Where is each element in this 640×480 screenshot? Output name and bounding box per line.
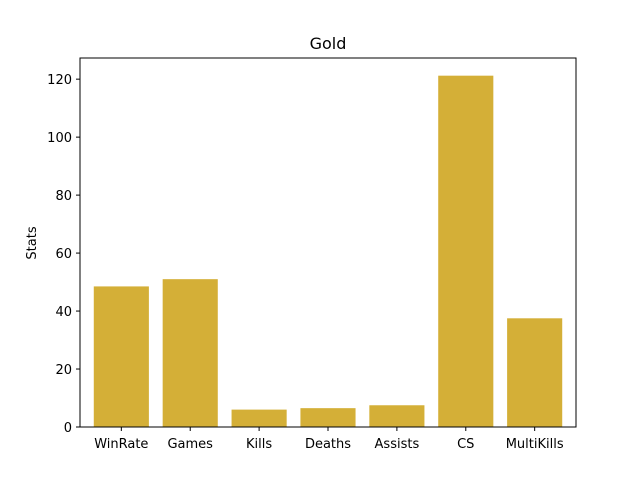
- y-ticks-group: 0 20 40 60 80 100 120: [47, 73, 80, 436]
- x-tick-label: Games: [167, 437, 213, 452]
- bar-winrate: [93, 286, 149, 427]
- chart-title: Gold: [310, 34, 347, 53]
- y-tick-label: 100: [47, 131, 72, 146]
- x-tick-label: MultiKills: [506, 437, 564, 452]
- bar-deaths: [300, 408, 356, 427]
- x-tick-label: Kills: [246, 437, 272, 452]
- y-tick-label: 40: [55, 305, 72, 320]
- y-tick-label: 0: [64, 421, 72, 436]
- y-tick-label: 120: [47, 73, 72, 88]
- y-tick-label: 80: [55, 189, 72, 204]
- bar-assists: [369, 405, 425, 427]
- x-tick-label: WinRate: [94, 437, 148, 452]
- y-axis-label: Stats: [25, 226, 40, 259]
- bars-group: [93, 75, 563, 428]
- bar-multikills: [507, 318, 563, 427]
- y-tick-label: 20: [55, 363, 72, 378]
- x-tick-label: CS: [457, 437, 474, 452]
- x-tick-label: Deaths: [305, 437, 351, 452]
- y-tick-label: 60: [55, 247, 72, 262]
- bar-kills: [231, 409, 287, 427]
- bar-games: [162, 279, 218, 427]
- bar-cs: [438, 75, 494, 428]
- plot-frame: [79, 57, 577, 428]
- x-tick-label: Assists: [375, 437, 420, 452]
- x-ticks-group: WinRate Games Kills Deaths Assists CS MultiKil…: [94, 427, 564, 452]
